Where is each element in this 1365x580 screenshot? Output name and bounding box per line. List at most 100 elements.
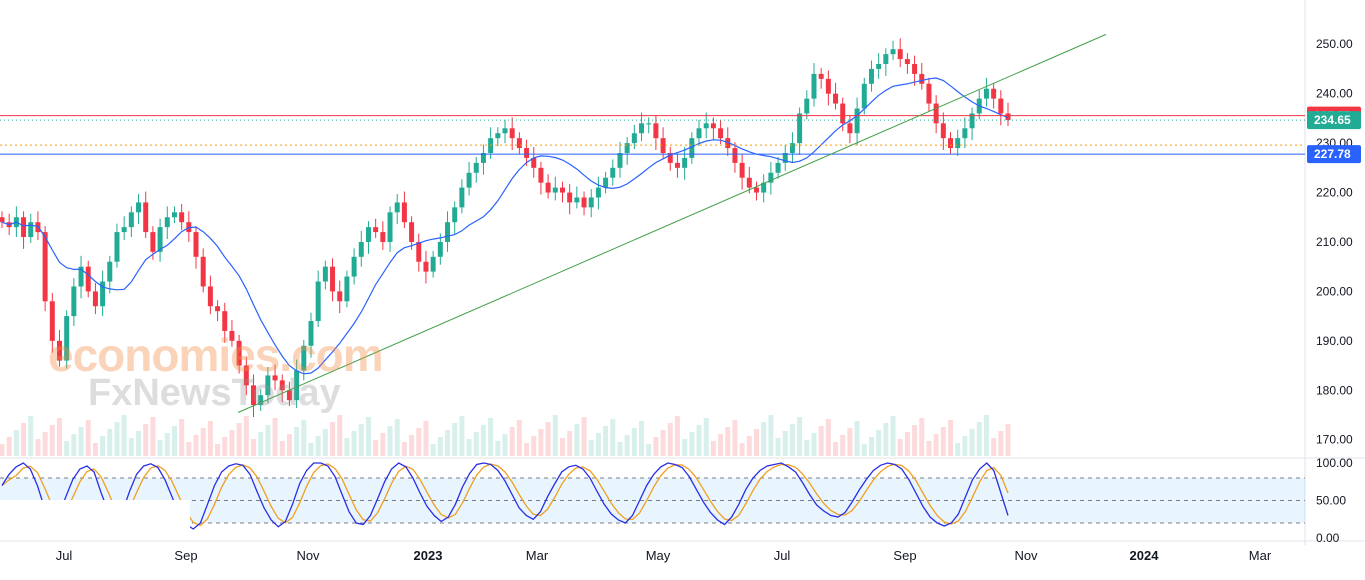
volume-bar: [64, 441, 70, 456]
candle-body: [955, 138, 961, 149]
candle-body: [883, 54, 889, 65]
candle-body: [904, 59, 910, 65]
volume-bar: [876, 430, 882, 456]
candle-body: [502, 128, 508, 134]
candle-body: [797, 113, 803, 144]
volume-bar: [904, 432, 910, 456]
volume-bar: [215, 444, 221, 456]
volume-bar: [825, 419, 831, 456]
volume-bar: [308, 443, 314, 456]
volume-bar: [739, 443, 745, 456]
volume-bar: [85, 420, 91, 456]
volume-bar: [13, 430, 19, 456]
volume-bar: [437, 437, 443, 456]
time-tick-label: Sep: [893, 548, 916, 563]
candle-body: [725, 138, 731, 149]
volume-group: [0, 415, 1011, 456]
time-tick-label: 2024: [1130, 548, 1160, 563]
volume-bar: [725, 427, 731, 456]
volume-bar: [674, 416, 680, 456]
candle-body: [559, 187, 565, 193]
volume-bar: [789, 424, 795, 456]
volume-bar: [639, 421, 645, 456]
candle-body: [639, 123, 645, 134]
volume-bar: [0, 444, 5, 456]
candle-body: [92, 291, 98, 307]
volume-bar: [351, 431, 357, 456]
volume-bar: [818, 426, 824, 456]
candle-body: [71, 286, 77, 317]
volume-bar: [473, 432, 479, 456]
price-tick-label: 250.00: [1316, 37, 1353, 51]
candle-body: [179, 212, 185, 223]
candle-body: [207, 286, 213, 307]
volume-bar: [746, 436, 752, 456]
candle-body: [948, 138, 954, 149]
volume-bar: [373, 440, 379, 456]
volume-bar: [940, 427, 946, 456]
candle-body: [200, 256, 206, 287]
volume-bar: [78, 427, 84, 456]
candle-body: [473, 162, 479, 173]
price-label-support: 227.78: [1314, 147, 1351, 161]
candle-body: [466, 172, 472, 188]
price-tick-label: 170.00: [1316, 433, 1353, 447]
volume-bar: [646, 444, 652, 456]
candle-body: [78, 266, 84, 287]
candle-body: [545, 182, 551, 193]
candle-body: [782, 152, 788, 163]
candle-body: [164, 217, 170, 228]
candle-body: [732, 148, 738, 163]
volume-bar: [236, 423, 242, 456]
candle-body: [308, 321, 314, 346]
candle-body: [286, 390, 292, 401]
volume-bar: [840, 435, 846, 456]
candle-body: [330, 266, 336, 292]
volume-bar: [480, 425, 486, 456]
candle-body: [538, 167, 544, 183]
volume-bar: [847, 428, 853, 456]
candle-body: [739, 162, 745, 178]
volume-bar: [861, 444, 867, 456]
candle-body: [603, 177, 609, 188]
candle-body: [150, 232, 156, 252]
volume-bar: [488, 418, 494, 456]
candle-body: [49, 301, 55, 341]
stoch-tick-label: 0.00: [1316, 531, 1340, 545]
price-tick-label: 240.00: [1316, 87, 1353, 101]
candle-body: [445, 222, 451, 242]
candle-body: [624, 143, 630, 153]
volume-bar: [933, 434, 939, 456]
candle-body: [969, 113, 975, 129]
candle-body: [114, 232, 120, 262]
volume-bar: [782, 431, 788, 456]
volume-bar: [991, 438, 997, 456]
candle-body: [674, 162, 680, 168]
candle-body: [437, 241, 443, 257]
time-tick-label: Nov: [296, 548, 320, 563]
price-tick-label: 210.00: [1316, 235, 1353, 249]
candle-body: [272, 375, 278, 381]
volume-bar: [394, 419, 400, 456]
volume-bar: [689, 432, 695, 456]
candle-body: [804, 98, 810, 114]
volume-bar: [538, 429, 544, 456]
candle-body: [567, 192, 573, 203]
candle-body: [480, 152, 486, 163]
stoch-k-line: [1, 462, 1009, 530]
volume-bar: [265, 425, 271, 456]
candle-body: [387, 212, 393, 242]
volume-bar: [128, 438, 134, 456]
candle-body: [128, 212, 134, 228]
candle-body: [222, 311, 228, 331]
candle-body: [811, 73, 817, 99]
candle-body: [653, 123, 659, 139]
candle-body: [962, 128, 968, 139]
volume-bar: [416, 428, 422, 456]
volume-bar: [509, 427, 515, 456]
candle-body: [861, 83, 867, 109]
volume-bar: [631, 428, 637, 456]
candle-body: [754, 187, 759, 193]
